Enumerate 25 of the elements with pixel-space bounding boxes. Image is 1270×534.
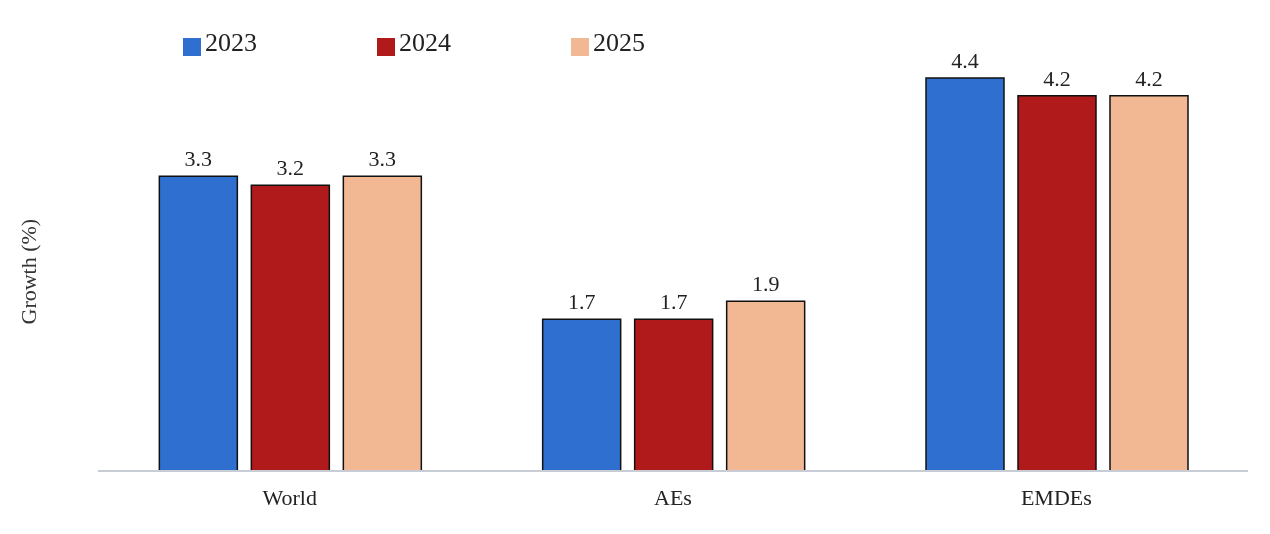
bar bbox=[633, 318, 714, 472]
legend-label: 2025 bbox=[593, 28, 645, 57]
bar bbox=[158, 175, 239, 472]
data-label: 3.3 bbox=[184, 146, 213, 172]
data-label: 1.7 bbox=[567, 289, 596, 315]
bar bbox=[725, 300, 806, 472]
bar bbox=[1109, 95, 1189, 472]
x-tick-label: World bbox=[262, 484, 317, 510]
bar bbox=[250, 184, 331, 472]
data-label: 4.2 bbox=[1135, 65, 1163, 91]
bar bbox=[1017, 95, 1097, 472]
data-label: 3.3 bbox=[368, 146, 397, 172]
data-label: 1.7 bbox=[659, 289, 688, 315]
bar bbox=[925, 77, 1005, 472]
y-axis-title: Growth (%) bbox=[15, 218, 41, 325]
data-label: 4.4 bbox=[951, 48, 979, 73]
legend-label: 2023 bbox=[205, 28, 257, 57]
data-label: 4.2 bbox=[1043, 65, 1071, 91]
bar bbox=[342, 175, 423, 472]
legend-label: 2024 bbox=[399, 28, 451, 57]
x-tick-label: EMDEs bbox=[1020, 484, 1092, 510]
data-label: 3.2 bbox=[276, 155, 305, 181]
x-tick-label: AEs bbox=[654, 484, 692, 510]
bar bbox=[541, 318, 622, 472]
data-label: 1.9 bbox=[751, 271, 780, 297]
